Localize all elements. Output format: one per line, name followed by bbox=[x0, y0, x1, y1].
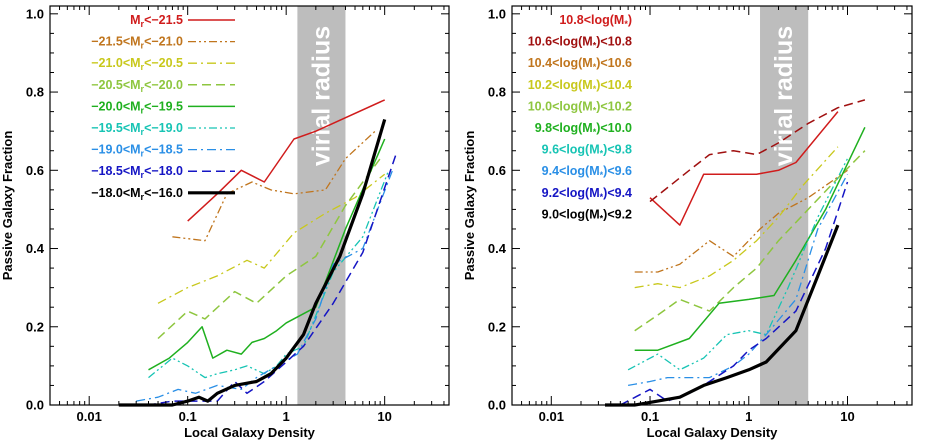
chart-2-xtick-label-3: 10 bbox=[840, 409, 854, 424]
chart-series-line-5 bbox=[148, 170, 390, 379]
legend-2-label-9: 9.0<log(M*)<9.2 bbox=[542, 207, 632, 223]
chart-2-series-line-8 bbox=[619, 181, 849, 406]
chart-ytick-label-1: 0.2 bbox=[26, 319, 44, 334]
chart-y-axis-title: Passive Galaxy Fraction bbox=[0, 131, 15, 281]
legend-label-2: −21.0<Mr<−20.5 bbox=[91, 56, 183, 72]
chart-ytick-label-0: 0.0 bbox=[26, 398, 44, 413]
chart-2-xtick-label-0: 0.01 bbox=[539, 409, 564, 424]
chart-axes-frame bbox=[49, 5, 450, 406]
chart-2-axes-frame bbox=[511, 5, 913, 406]
chart-series-line-4 bbox=[148, 138, 386, 371]
legend-2-label-0: 10.8<log(M*) bbox=[559, 13, 632, 29]
chart-xtick-label-0: 0.01 bbox=[77, 409, 102, 424]
chart-2-ytick-label-1: 0.2 bbox=[488, 319, 506, 334]
legend-2-label-1: 10.6<log(M*)<10.8 bbox=[528, 35, 632, 51]
chart-ytick-label-2: 0.4 bbox=[26, 241, 45, 256]
chart-2-virial-band bbox=[760, 6, 809, 405]
chart-virial-band-label: virial radius bbox=[307, 26, 335, 166]
chart-series-line-6 bbox=[136, 170, 394, 402]
chart-ytick-label-4: 0.8 bbox=[26, 85, 44, 100]
chart-xtick-label-1: 0.1 bbox=[179, 409, 197, 424]
chart-series-line-0 bbox=[187, 99, 386, 222]
chart-2-series-line-1 bbox=[649, 99, 866, 203]
chart-2-virial-band-label: virial radius bbox=[770, 26, 798, 166]
chart-2-y-axis-title: Passive Galaxy Fraction bbox=[462, 131, 477, 281]
chart-series-line-7 bbox=[118, 154, 397, 406]
chart-2-x-axis-title: Local Galaxy Density bbox=[647, 425, 779, 440]
legend-2-label-7: 9.4<log(M*)<9.6 bbox=[542, 164, 632, 180]
legend-label-3: −20.5<Mr<−20.0 bbox=[91, 78, 183, 94]
chart-2-xtick-label-1: 0.1 bbox=[641, 409, 659, 424]
chart-series-line-3 bbox=[157, 158, 381, 340]
chart-2-ytick-label-4: 0.8 bbox=[488, 85, 506, 100]
legend-2-label-3: 10.2<log(M*)<10.4 bbox=[528, 78, 632, 94]
chart-2-ytick-label-3: 0.6 bbox=[488, 163, 506, 178]
chart-2-series-line-0 bbox=[649, 111, 839, 226]
chart-2-series-line-5 bbox=[634, 126, 866, 351]
chart-xtick-label-2: 1 bbox=[283, 409, 290, 424]
chart-2-ytick-label-2: 0.4 bbox=[488, 241, 507, 256]
chart-series-line-8 bbox=[118, 118, 387, 407]
chart-series-line-1 bbox=[172, 130, 376, 242]
chart-2-series-line-2 bbox=[634, 169, 848, 273]
legend-2-label-4: 10.0<log(M*)<10.2 bbox=[528, 99, 632, 115]
legend-label-4: −20.0<Mr<−19.5 bbox=[91, 99, 183, 115]
chart-2-xtick-label-2: 1 bbox=[745, 409, 752, 424]
legend-2-label-8: 9.2<log(M*)<9.4 bbox=[542, 186, 632, 202]
chart-2-legend: 10.8<log(M*) 10.6<log(M*)<10.8 10.4<log(M*… bbox=[528, 13, 632, 223]
legend-label-1: −21.5<Mr<−21.0 bbox=[91, 35, 183, 51]
left-panel-absolute-magnitude: virial radius 0.0 0.2 0.4 0.6 0.8 1.0 0.01 0.1 1 1… bbox=[0, 5, 450, 440]
legend-label-7: −18.5<Mr<−18.0 bbox=[91, 164, 183, 180]
legend-2-label-5: 9.8<log(M*)<10.0 bbox=[535, 121, 632, 137]
chart-2-ytick-label-0: 0.0 bbox=[488, 398, 506, 413]
chart-x-axis-title: Local Galaxy Density bbox=[184, 425, 316, 440]
chart-ytick-label-5: 1.0 bbox=[26, 6, 44, 21]
chart-2-series-line-3 bbox=[634, 146, 839, 289]
legend-label-6: −19.0<Mr<−18.5 bbox=[91, 143, 183, 159]
chart-ytick-label-3: 0.6 bbox=[26, 163, 44, 178]
chart-xtick-label-3: 10 bbox=[377, 409, 391, 424]
chart-legend: Mr<−21.5 −21.5<Mr<−21.0 −21.0<Mr<−20.5 −20.… bbox=[91, 13, 235, 202]
chart-2-series-line-6 bbox=[627, 158, 849, 371]
right-panel-stellar-mass: virial radius 0.0 0.2 0.4 0.6 0.8 1.0 0.01 0.1 1 1… bbox=[462, 5, 913, 440]
legend-label-8: −18.0<Mr<−16.0 bbox=[91, 186, 183, 202]
chart-2-ytick-label-5: 1.0 bbox=[488, 6, 506, 21]
legend-label-5: −19.5<Mr<−19.0 bbox=[91, 121, 183, 137]
legend-label-0: Mr<−21.5 bbox=[130, 13, 183, 29]
chart-series-line-2 bbox=[157, 173, 386, 304]
legend-2-label-2: 10.4<log(M*)<10.6 bbox=[528, 56, 632, 72]
legend-2-label-6: 9.6<log(M*)<9.8 bbox=[542, 143, 632, 159]
